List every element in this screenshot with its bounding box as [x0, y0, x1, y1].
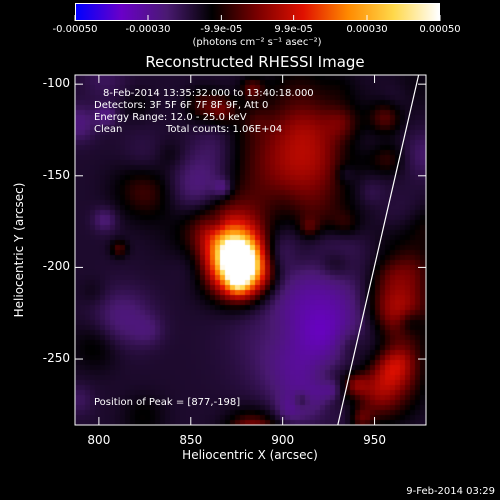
y-tick-label: -100 — [42, 76, 70, 91]
energy-range-label: Energy Range: 12.0 - 25.0 keV — [94, 112, 247, 123]
detectors-label: Detectors: 3F 5F 6F 7F 8F 9F, Att 0 — [94, 100, 269, 111]
plot-border — [74, 74, 427, 426]
heatmap-image — [75, 75, 426, 425]
total-counts-label: Total counts: 1.06E+04 — [166, 124, 283, 135]
y-tick-label: -150 — [42, 167, 70, 182]
y-tick-label: -200 — [42, 259, 70, 274]
colorbar — [75, 3, 440, 21]
colorbar-tick-label: -9.9e-05 — [200, 24, 243, 35]
y-tick-label: -250 — [42, 351, 70, 366]
solar-limb-line — [337, 74, 420, 426]
colorbar-tick-label: -0.00030 — [125, 24, 171, 35]
x-tick-label: 950 — [363, 433, 386, 447]
clean-label: Clean — [94, 124, 123, 135]
colorbar-tick-label: 9.9e-05 — [274, 24, 313, 35]
peak-position-label: Position of Peak = [877,-198] — [94, 397, 241, 408]
time-range-label: 8-Feb-2014 13:35:32.000 to 13:40:18.000 — [103, 88, 314, 99]
chart-title: Reconstructed RHESSI Image — [145, 53, 365, 71]
colorbar-tick-label: 0.00030 — [346, 24, 388, 35]
colorbar-units: (photons cm⁻² s⁻¹ asec⁻²) — [192, 37, 322, 48]
colorbar-tick-label: 0.00050 — [419, 24, 461, 35]
y-axis-label: Heliocentric Y (arcsec) — [12, 182, 26, 318]
x-tick-label: 900 — [271, 433, 295, 447]
colorbar-ticks — [74, 15, 441, 21]
footer-timestamp: 9-Feb-2014 03:29 — [406, 486, 495, 497]
x-tick-label: 800 — [87, 433, 111, 447]
x-tick-label: 850 — [179, 433, 203, 447]
colorbar-tick-label: -0.00050 — [52, 24, 98, 35]
x-axis-label: Heliocentric X (arcsec) — [182, 448, 318, 462]
colorbar-labels: -0.00050 -0.00030 -9.9e-05 9.9e-05 0.00030 0.… — [0, 0, 500, 60]
